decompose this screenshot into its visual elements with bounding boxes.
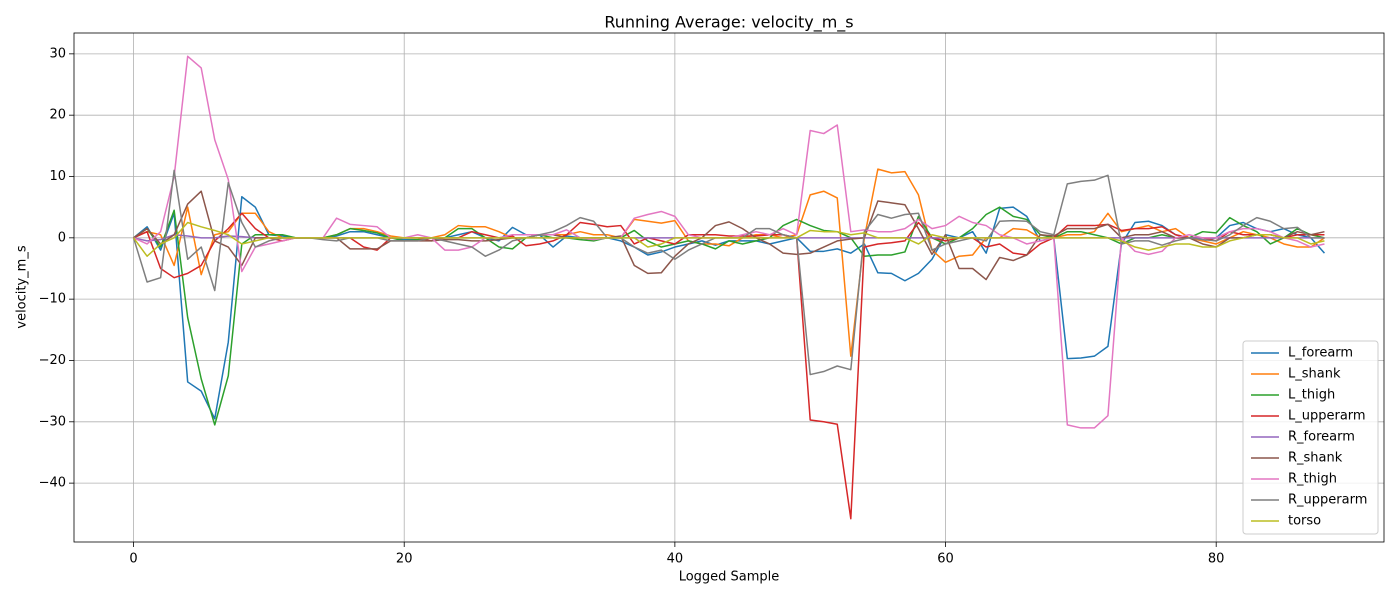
y-tick-label: 30 (49, 46, 66, 61)
legend-label: R_thigh (1288, 472, 1337, 487)
x-axis-label: Logged Sample (679, 570, 780, 585)
y-tick-label: 10 (49, 169, 66, 184)
y-tick-label: −20 (39, 353, 66, 368)
x-tick-label: 60 (937, 552, 954, 567)
legend-box (1242, 340, 1379, 535)
legend-label: L_upperarm (1288, 409, 1366, 424)
legend-label: torso (1288, 514, 1321, 529)
legend-label: L_forearm (1288, 346, 1353, 361)
ticks: 0 20 40 60 80 −40 −30 −20 −10 0 10 20 30 (39, 46, 1225, 566)
x-tick-label: 80 (1208, 552, 1225, 567)
legend-label: L_thigh (1288, 388, 1335, 403)
x-tick-label: 20 (396, 552, 413, 567)
lines (132, 55, 1326, 520)
y-axis-label: velocity_m_s (15, 245, 30, 328)
y-tick-label: −40 (39, 476, 66, 491)
legend-label: L_shank (1288, 367, 1341, 382)
legend-label: R_upperarm (1288, 493, 1367, 508)
y-tick-label: −30 (39, 414, 66, 429)
legend-label: R_shank (1288, 451, 1343, 466)
y-tick-label: 0 (58, 230, 66, 245)
chart-title: Running Average: velocity_m_s (604, 13, 853, 33)
legend-label: R_forearm (1288, 430, 1355, 445)
legend: L_forearm L_shank L_thigh L_upperarm R_forea… (1242, 340, 1379, 535)
y-tick-label: 20 (49, 108, 66, 123)
data-line (132, 221, 1325, 257)
x-tick-label: 40 (667, 552, 684, 567)
plot-frame (73, 32, 1385, 543)
y-tick-label: −10 (39, 292, 66, 307)
x-tick-label: 0 (129, 552, 137, 567)
